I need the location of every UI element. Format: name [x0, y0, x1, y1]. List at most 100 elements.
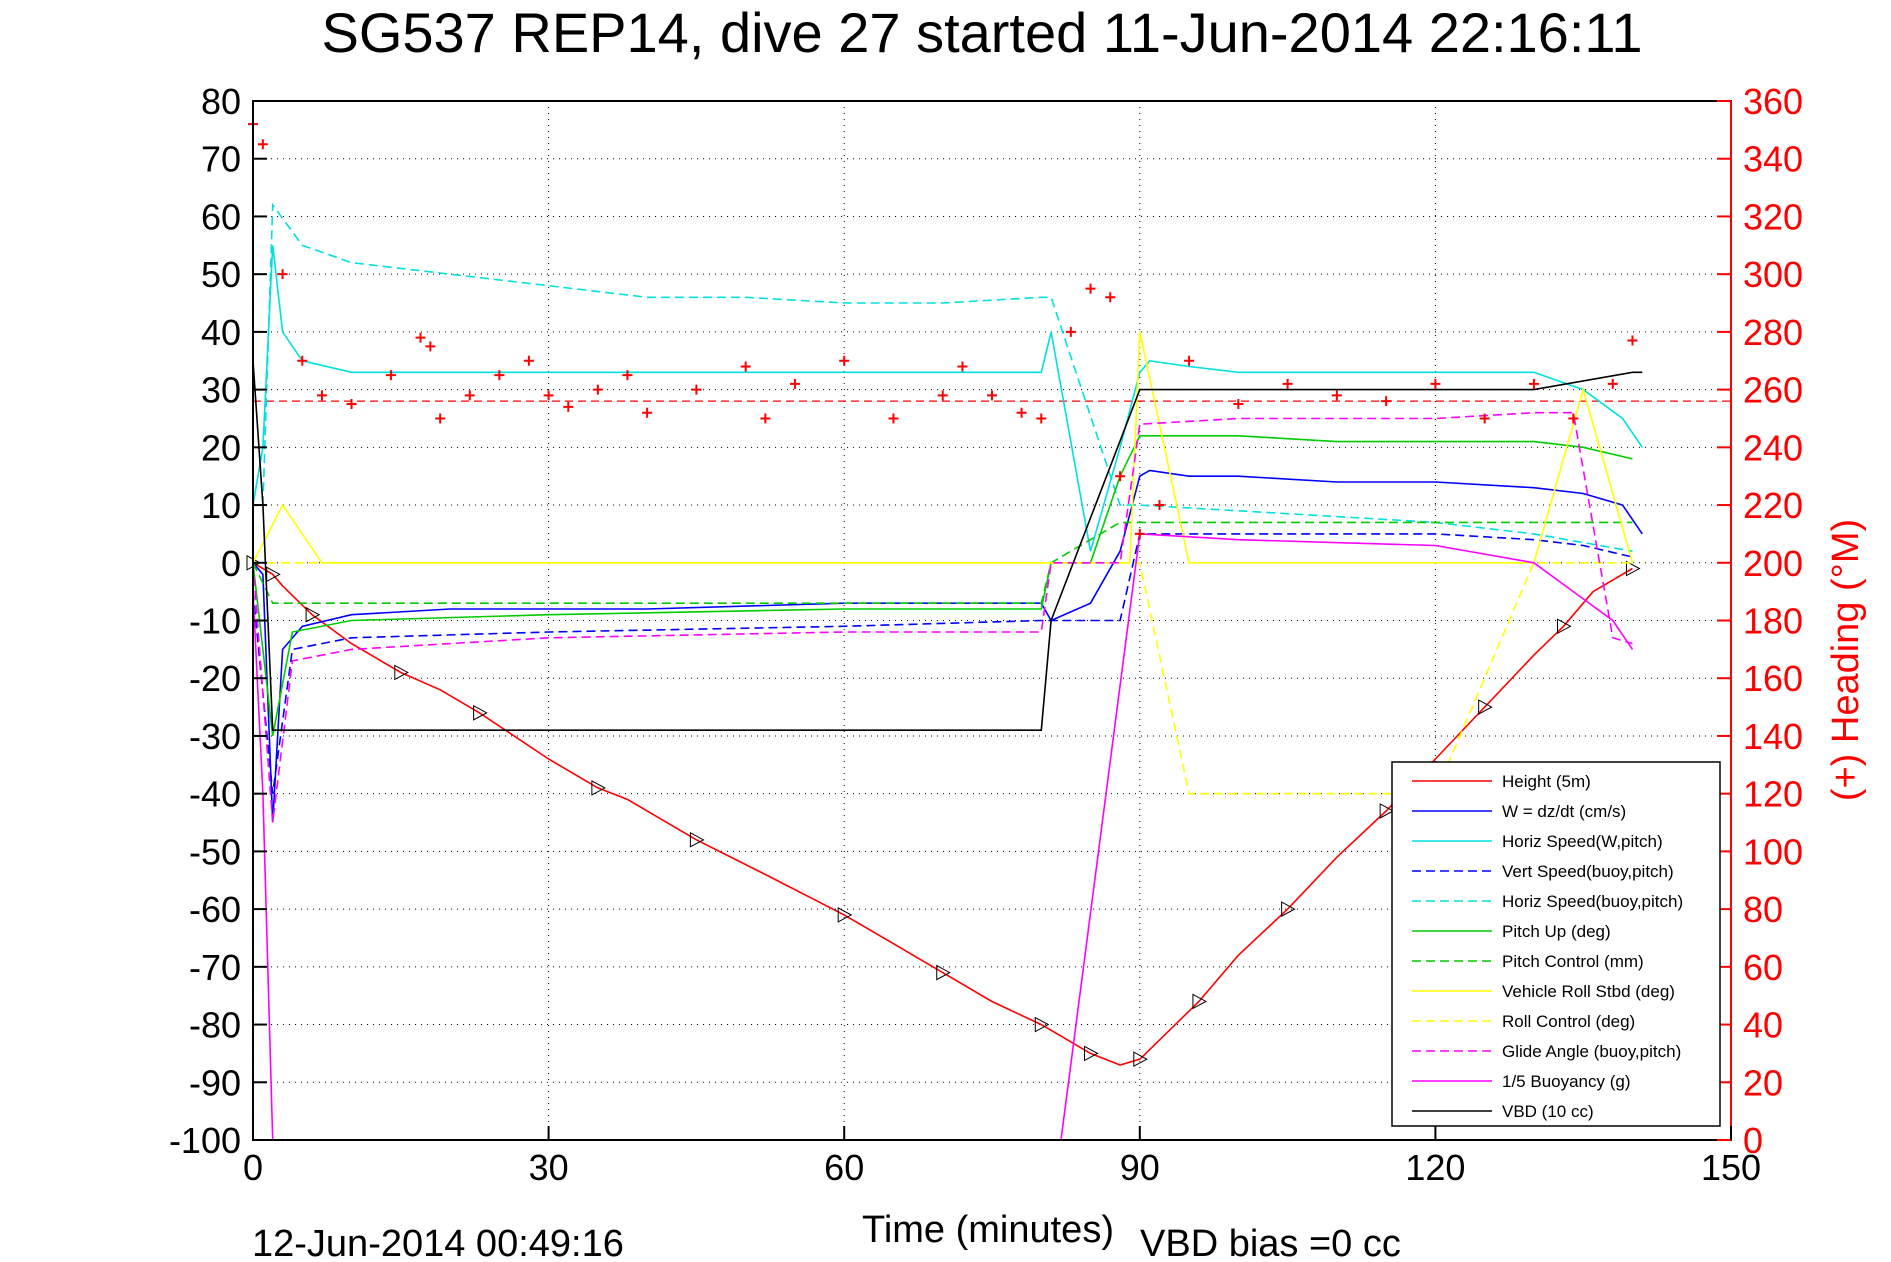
- heading-marker: [1134, 528, 1145, 539]
- height-markers: [246, 554, 1641, 1068]
- heading-marker: [316, 390, 327, 401]
- y-tick-label: -10: [189, 601, 241, 642]
- heading-marker: [1105, 292, 1116, 303]
- height-marker: [1379, 803, 1395, 819]
- heading-marker: [642, 407, 653, 418]
- series-line: [262, 202, 1633, 552]
- y-tick-label: 20: [201, 427, 241, 468]
- heading-marker: [957, 361, 968, 372]
- heading-marker: [257, 139, 268, 150]
- heading-marker: [523, 355, 534, 366]
- y2-tick-label: 180: [1743, 601, 1803, 642]
- legend-label: Horiz Speed(W,pitch): [1502, 832, 1663, 851]
- height-marker: [305, 606, 321, 623]
- y-tick-label: -60: [189, 889, 241, 930]
- y2-tick-label: 220: [1743, 485, 1803, 526]
- heading-marker: [789, 378, 800, 389]
- y2-tick-label: 140: [1743, 716, 1803, 757]
- y2-tick-label: 240: [1743, 427, 1803, 468]
- x-tick-label: 0: [243, 1147, 263, 1188]
- height-marker: [1133, 1051, 1148, 1068]
- y-tick-label: 80: [201, 81, 241, 122]
- y-tick-label: 60: [201, 196, 241, 237]
- y2-tick-label: 280: [1743, 312, 1803, 353]
- heading-markers: [248, 119, 1638, 539]
- heading-marker: [1381, 396, 1392, 407]
- legend-label: Pitch Up (deg): [1502, 922, 1611, 941]
- x-tick-label: 150: [1701, 1147, 1761, 1188]
- heading-marker: [740, 361, 751, 372]
- legend-label: Vehicle Roll Stbd (deg): [1502, 982, 1675, 1001]
- x-tick-label: 90: [1120, 1147, 1160, 1188]
- height-marker: [1192, 993, 1207, 1010]
- heading-marker: [1282, 378, 1293, 389]
- y-tick-label: -20: [189, 658, 241, 699]
- heading-marker: [1065, 326, 1076, 337]
- y2-tick-label: 260: [1743, 370, 1803, 411]
- x-axis-label: Time (minutes): [862, 1209, 1114, 1251]
- height-marker: [1478, 699, 1493, 715]
- legend-label: Pitch Control (mm): [1502, 952, 1644, 971]
- y2-tick-label: 160: [1743, 658, 1803, 699]
- heading-marker: [1036, 413, 1047, 424]
- heading-marker: [464, 390, 475, 401]
- heading-marker: [1331, 390, 1342, 401]
- legend: Height (5m) W = dz/dt (cm/s) Horiz Speed(W…: [1391, 761, 1721, 1127]
- legend-label: 1/5 Buoyancy (g): [1502, 1072, 1631, 1091]
- legend-label: Height (5m): [1502, 772, 1591, 791]
- heading-marker: [1430, 378, 1441, 389]
- heading-marker: [277, 269, 288, 280]
- x-tick-label: 30: [529, 1147, 569, 1188]
- height-marker: [837, 907, 853, 923]
- height-marker: [936, 964, 951, 981]
- series-line: [252, 245, 1643, 552]
- y-tick-label: 40: [201, 312, 241, 353]
- series-line: [253, 561, 1633, 795]
- heading-marker: [543, 390, 554, 401]
- plot-area: [246, 119, 1731, 1141]
- legend-label: W = dz/dt (cm/s): [1502, 802, 1626, 821]
- y2-tick-label: 100: [1743, 831, 1803, 872]
- heading-marker: [622, 370, 633, 381]
- heading-marker: [1233, 399, 1244, 410]
- y-tick-label: -90: [189, 1062, 241, 1103]
- x-tick-label: 120: [1405, 1147, 1465, 1188]
- chart-title: SG537 REP14, dive 27 started 11-Jun-2014…: [321, 1, 1642, 64]
- legend-box: [1391, 761, 1721, 1127]
- heading-marker: [1528, 378, 1539, 389]
- axes: -100-90-80-70-60-50-40-30-20-10010203040…: [169, 81, 1803, 1188]
- y-tick-label: 70: [201, 139, 241, 180]
- y2-tick-label: 340: [1743, 139, 1803, 180]
- heading-marker: [1607, 378, 1618, 389]
- heading-marker: [415, 332, 426, 343]
- heading-marker: [346, 399, 357, 410]
- y2-tick-label: 200: [1743, 543, 1803, 584]
- y-tick-label: -50: [189, 831, 241, 872]
- heading-marker: [839, 355, 850, 366]
- legend-label: Vert Speed(buoy,pitch): [1502, 862, 1674, 881]
- heading-marker: [1154, 500, 1165, 511]
- vbd-bias-label: VBD bias =0 cc: [1140, 1223, 1401, 1262]
- height-marker: [689, 832, 705, 848]
- y2-tick-label: 300: [1743, 254, 1803, 295]
- height-marker: [394, 664, 409, 681]
- legend-label: Roll Control (deg): [1502, 1012, 1635, 1031]
- heading-marker: [987, 390, 997, 401]
- heading-marker: [691, 384, 702, 395]
- y2-tick-label: 360: [1743, 81, 1803, 122]
- legend-label: Glide Angle (buoy,pitch): [1502, 1042, 1681, 1061]
- series-line: [252, 469, 1643, 823]
- y2-tick-label: 0: [1743, 1120, 1763, 1161]
- y2-tick-label: 120: [1743, 774, 1803, 815]
- y-tick-label: -70: [189, 947, 241, 988]
- heading-marker: [1016, 407, 1027, 418]
- y-tick-label: -80: [189, 1005, 241, 1046]
- heading-marker: [760, 413, 771, 424]
- heading-marker: [1627, 335, 1638, 346]
- heading-marker: [1115, 471, 1126, 482]
- legend-label: VBD (10 cc): [1502, 1102, 1594, 1121]
- heading-marker: [888, 413, 899, 424]
- x-tick-label: 60: [824, 1147, 864, 1188]
- height-marker: [1034, 1016, 1050, 1033]
